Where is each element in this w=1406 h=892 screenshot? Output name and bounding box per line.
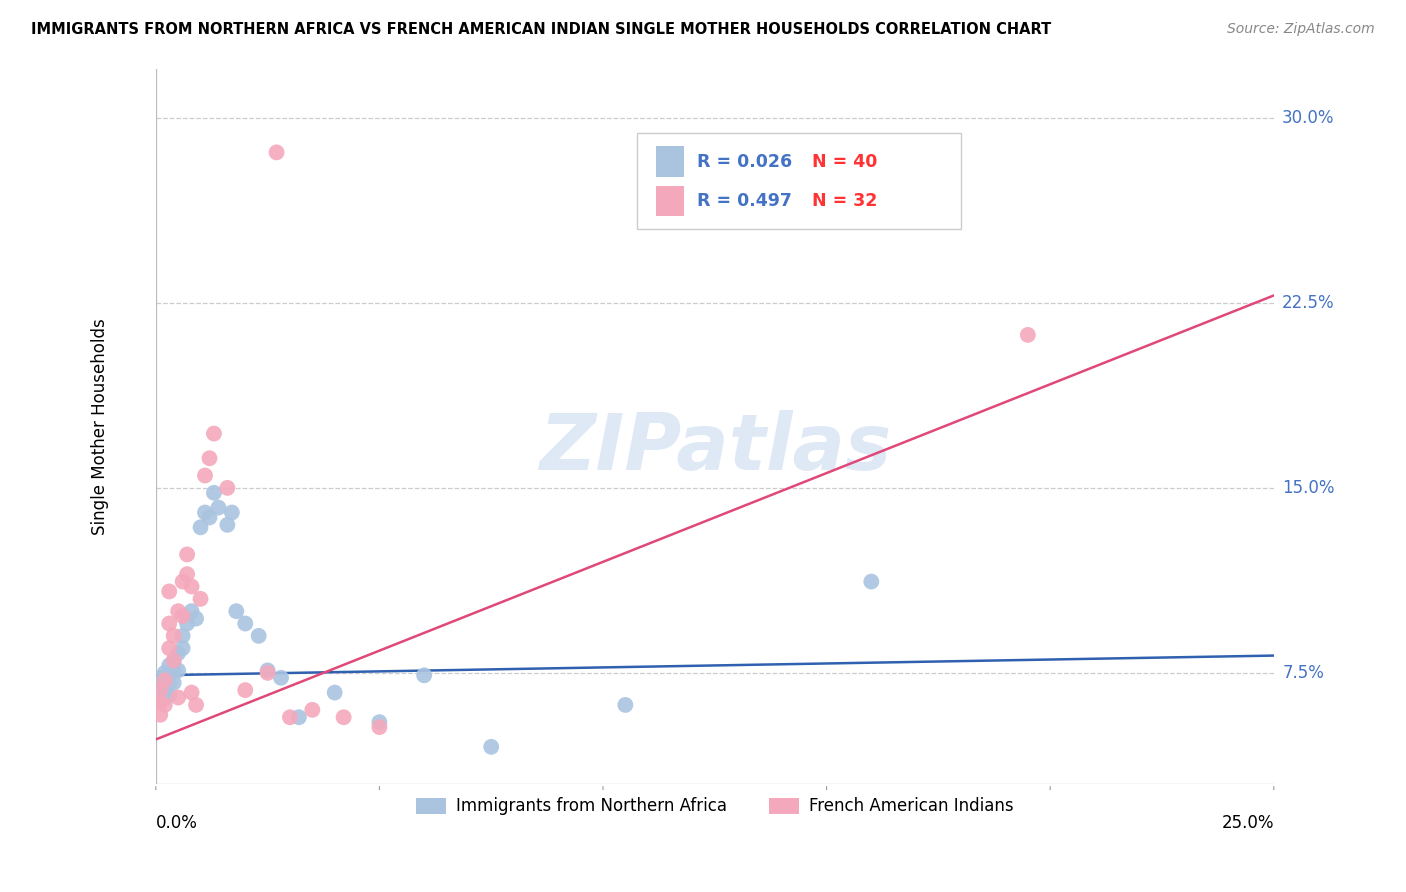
Point — [163, 629, 186, 643]
Point — [153, 673, 176, 688]
Bar — [655, 186, 683, 216]
FancyBboxPatch shape — [637, 133, 960, 229]
Point — [860, 574, 883, 589]
Point — [180, 685, 202, 699]
Point — [149, 683, 172, 698]
Point — [157, 688, 180, 702]
Point — [256, 665, 278, 680]
Point — [202, 426, 225, 441]
Bar — [655, 146, 683, 177]
Point — [247, 629, 270, 643]
Text: 22.5%: 22.5% — [1282, 293, 1334, 312]
Point — [157, 658, 180, 673]
Point — [256, 664, 278, 678]
Point — [167, 664, 190, 678]
Point — [176, 616, 198, 631]
Text: N = 40: N = 40 — [813, 153, 877, 170]
Point — [323, 685, 346, 699]
Text: Source: ZipAtlas.com: Source: ZipAtlas.com — [1227, 22, 1375, 37]
Point — [180, 604, 202, 618]
Point — [233, 616, 256, 631]
Point — [1017, 327, 1039, 342]
Point — [198, 510, 221, 524]
Point — [184, 698, 207, 712]
Legend: Immigrants from Northern Africa, French American Indians: Immigrants from Northern Africa, French … — [409, 790, 1021, 822]
Point — [153, 665, 176, 680]
Text: 15.0%: 15.0% — [1282, 479, 1334, 497]
Point — [413, 668, 436, 682]
Point — [149, 707, 172, 722]
Point — [176, 567, 198, 582]
Text: 7.5%: 7.5% — [1282, 664, 1324, 681]
Point — [184, 611, 207, 625]
Point — [149, 685, 172, 699]
Point — [163, 675, 186, 690]
Point — [157, 584, 180, 599]
Point — [190, 520, 212, 534]
Point — [172, 609, 194, 624]
Text: R = 0.497: R = 0.497 — [697, 192, 792, 210]
Point — [207, 500, 229, 515]
Text: ZIPatlas: ZIPatlas — [538, 409, 891, 485]
Point — [332, 710, 354, 724]
Point — [198, 451, 221, 466]
Point — [167, 604, 190, 618]
Point — [225, 604, 247, 618]
Point — [172, 629, 194, 643]
Point — [163, 653, 186, 667]
Point — [180, 580, 202, 594]
Point — [266, 145, 288, 160]
Point — [301, 703, 323, 717]
Text: N = 32: N = 32 — [813, 192, 877, 210]
Point — [167, 646, 190, 660]
Text: IMMIGRANTS FROM NORTHERN AFRICA VS FRENCH AMERICAN INDIAN SINGLE MOTHER HOUSEHOL: IMMIGRANTS FROM NORTHERN AFRICA VS FRENC… — [31, 22, 1052, 37]
Point — [157, 641, 180, 656]
Point — [157, 616, 180, 631]
Point — [149, 678, 172, 692]
Point — [163, 664, 186, 678]
Point — [217, 517, 239, 532]
Text: 30.0%: 30.0% — [1282, 109, 1334, 127]
Text: R = 0.026: R = 0.026 — [697, 153, 792, 170]
Point — [270, 671, 292, 685]
Point — [153, 673, 176, 688]
Point — [479, 739, 502, 754]
Point — [202, 485, 225, 500]
Point — [153, 698, 176, 712]
Point — [278, 710, 301, 724]
Text: 0.0%: 0.0% — [156, 814, 198, 832]
Point — [368, 720, 391, 734]
Point — [167, 690, 190, 705]
Point — [157, 675, 180, 690]
Point — [368, 715, 391, 730]
Text: Single Mother Households: Single Mother Households — [91, 318, 108, 534]
Point — [221, 506, 243, 520]
Point — [233, 683, 256, 698]
Point — [614, 698, 637, 712]
Point — [149, 695, 172, 709]
Point — [217, 481, 239, 495]
Point — [149, 671, 172, 685]
Point — [153, 690, 176, 705]
Point — [157, 665, 180, 680]
Text: 25.0%: 25.0% — [1222, 814, 1274, 832]
Point — [153, 683, 176, 698]
Point — [190, 591, 212, 606]
Point — [172, 641, 194, 656]
Point — [172, 574, 194, 589]
Point — [176, 548, 198, 562]
Point — [288, 710, 311, 724]
Point — [163, 653, 186, 667]
Point — [194, 506, 217, 520]
Point — [194, 468, 217, 483]
